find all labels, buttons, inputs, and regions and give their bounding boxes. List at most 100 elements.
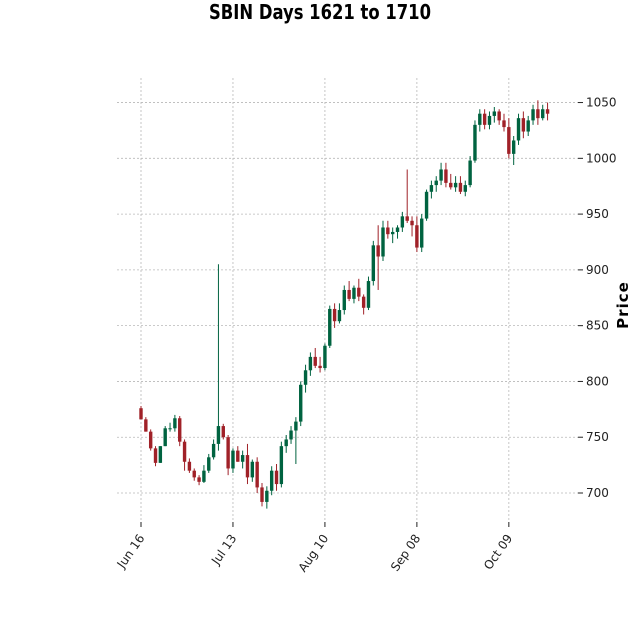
candle-body bbox=[458, 182, 463, 192]
candle-body bbox=[265, 490, 269, 502]
candle-body bbox=[497, 111, 501, 121]
candle-body bbox=[487, 115, 492, 125]
candle-body bbox=[294, 421, 298, 431]
candle-body bbox=[182, 441, 187, 462]
candle-body bbox=[463, 185, 467, 192]
candle-body bbox=[163, 428, 167, 447]
candle-body bbox=[231, 450, 235, 469]
candle-body bbox=[381, 227, 385, 257]
candle-body bbox=[468, 160, 472, 186]
candle-body bbox=[197, 477, 201, 482]
y-tick-label: 950 bbox=[586, 207, 609, 221]
x-tick-label: Jul 13 bbox=[208, 532, 239, 568]
candle-body bbox=[284, 439, 288, 447]
candle-body bbox=[482, 113, 487, 125]
candle-body bbox=[352, 287, 356, 299]
candle-body bbox=[521, 118, 526, 132]
x-tick-label: Oct 09 bbox=[481, 532, 515, 573]
candle-body bbox=[473, 124, 477, 161]
candle-body bbox=[526, 120, 530, 132]
candle-body bbox=[361, 296, 366, 308]
candle-body bbox=[308, 356, 313, 371]
candle-body bbox=[478, 113, 482, 125]
candle-body bbox=[342, 289, 346, 311]
price-axis: 700 750 800 850 900 950 1000 1050 bbox=[578, 96, 617, 500]
candle-body bbox=[502, 120, 506, 128]
x-tick-label: Sep 08 bbox=[388, 532, 423, 574]
candles bbox=[139, 100, 550, 509]
y-tick-label: 1050 bbox=[586, 96, 617, 110]
candle-body bbox=[337, 310, 342, 322]
candle-body bbox=[168, 428, 172, 430]
candle-body bbox=[289, 430, 293, 440]
candle-body bbox=[153, 448, 158, 463]
y-tick-label: 750 bbox=[586, 430, 609, 444]
y-tick-label: 800 bbox=[586, 374, 609, 388]
candle-body bbox=[453, 182, 458, 188]
candle-body bbox=[178, 418, 182, 442]
y-tick-label: 850 bbox=[586, 319, 609, 333]
candle-body bbox=[279, 446, 284, 485]
y-axis-label: Price bbox=[614, 281, 632, 329]
candle-body bbox=[347, 289, 351, 299]
candle-body bbox=[395, 227, 400, 232]
chart-title: SBIN Days 1621 to 1710 bbox=[208, 0, 431, 24]
y-tick-label: 1000 bbox=[586, 151, 617, 165]
candle-body bbox=[148, 431, 153, 449]
candle-body bbox=[449, 182, 453, 188]
candle-body bbox=[366, 281, 371, 308]
candle-body bbox=[507, 127, 511, 154]
candle-body bbox=[434, 180, 438, 186]
candle-body bbox=[303, 370, 308, 385]
candle-body bbox=[221, 426, 225, 438]
candle-body bbox=[323, 345, 327, 369]
candle-body bbox=[318, 365, 322, 369]
candle-body bbox=[390, 231, 395, 235]
candle-body bbox=[386, 227, 390, 235]
candle-body bbox=[357, 287, 361, 297]
candle-body bbox=[226, 437, 230, 469]
y-tick-label: 900 bbox=[586, 263, 609, 277]
candle-body bbox=[536, 109, 540, 119]
candle-body bbox=[511, 140, 516, 154]
candle-body bbox=[139, 408, 143, 420]
candle-body bbox=[207, 457, 211, 471]
candle-body bbox=[299, 384, 303, 422]
candle-body bbox=[405, 216, 409, 221]
candle-body bbox=[236, 450, 240, 462]
candle-body bbox=[444, 169, 448, 183]
candle-body bbox=[410, 220, 414, 226]
candle-body bbox=[400, 216, 405, 228]
date-axis: Jun 16 Jul 13 Aug 10 Sep 08 Oct 09 bbox=[114, 522, 515, 575]
candle-body bbox=[439, 169, 443, 181]
candle-body bbox=[274, 470, 279, 485]
candle-body bbox=[531, 109, 535, 121]
candle-body bbox=[541, 109, 545, 119]
candle-body bbox=[376, 245, 380, 257]
candle-body bbox=[269, 470, 274, 491]
candle-body bbox=[158, 446, 163, 463]
candle-body bbox=[245, 455, 250, 478]
candle-body bbox=[516, 118, 521, 141]
candle-body bbox=[313, 356, 317, 366]
candle-body bbox=[255, 461, 259, 488]
candle-body bbox=[211, 443, 216, 458]
candle-body bbox=[332, 308, 337, 322]
candle-body bbox=[545, 109, 550, 114]
candle-body bbox=[260, 487, 264, 502]
candle-body bbox=[371, 245, 376, 282]
x-tick-label: Aug 10 bbox=[296, 532, 332, 575]
candle-body bbox=[187, 461, 192, 471]
candle-body bbox=[492, 111, 497, 116]
candle-body bbox=[424, 191, 429, 219]
candle-body bbox=[420, 218, 424, 248]
candle-body bbox=[192, 470, 196, 478]
candle-body bbox=[216, 426, 221, 444]
x-tick-label: Jun 16 bbox=[114, 532, 148, 572]
candle-body bbox=[250, 461, 255, 478]
candle-body bbox=[144, 419, 148, 432]
candle-body bbox=[202, 470, 206, 482]
candle-body bbox=[415, 225, 419, 248]
candle-body bbox=[173, 418, 177, 429]
